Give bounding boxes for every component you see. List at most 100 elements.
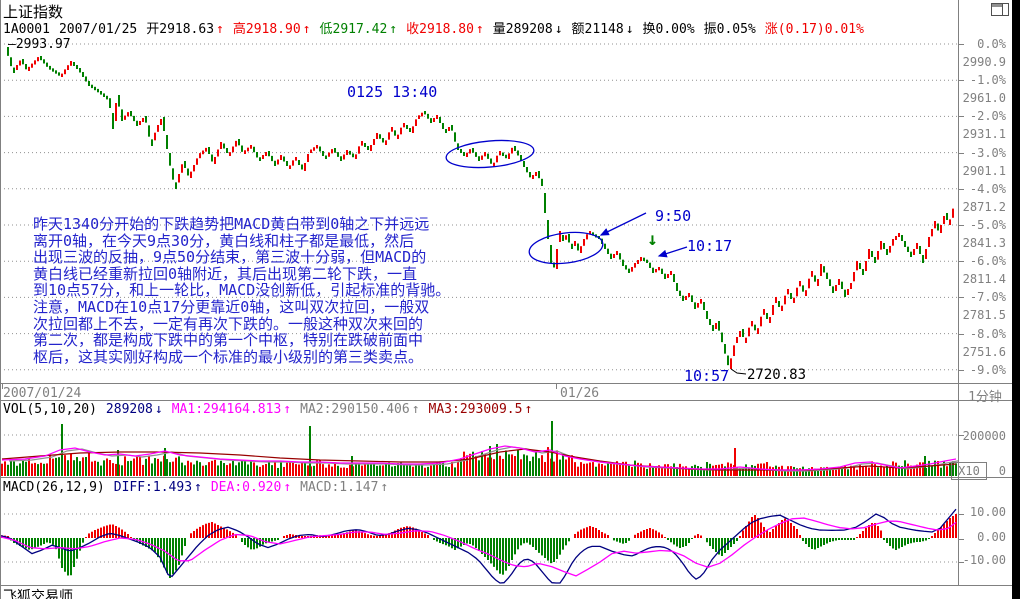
quote-field: ↑ bbox=[302, 22, 311, 37]
macd-label-field: ↑ bbox=[380, 480, 389, 495]
axis-tick bbox=[958, 297, 964, 299]
axis-label: 2931.1 bbox=[962, 127, 1006, 142]
axis-label: -5.0% bbox=[969, 218, 1006, 232]
arrow-to-950-peak bbox=[599, 212, 647, 236]
period-label[interactable]: 1分钟 bbox=[968, 390, 1002, 405]
axis-tick bbox=[958, 435, 964, 436]
macd-label-field: ↑ bbox=[194, 480, 202, 495]
axis-label: 2811.4 bbox=[962, 272, 1006, 287]
quote-field: 换0.00% bbox=[642, 22, 695, 37]
axis-label: -7.0% bbox=[969, 290, 1006, 305]
macd-indicator-label: MACD(26,12,9) DIFF:1.493 ↑ DEA:0.920 ↑ MACD:1… bbox=[3, 480, 397, 495]
macd-label-field: DEA:0.920 bbox=[210, 480, 282, 495]
volume-label-field: VOL(5,10,20) bbox=[3, 402, 97, 417]
chart-canvas[interactable] bbox=[0, 0, 958, 585]
volume-label-field: MA3:293009.5 bbox=[428, 402, 523, 417]
volume-pane-bottom-border bbox=[0, 477, 1012, 478]
macd-label-field: MACD:1.147 bbox=[300, 480, 379, 495]
start-price-label: —2993.97 bbox=[8, 37, 71, 52]
axis-tick bbox=[958, 333, 964, 335]
volume-axis-top-label: 200000 bbox=[962, 429, 1006, 443]
axis-tick bbox=[958, 188, 964, 190]
window-right-edge[interactable] bbox=[1012, 0, 1020, 599]
axis-tick bbox=[958, 116, 964, 118]
macd-plot bbox=[0, 508, 957, 584]
axis-label: -2.0% bbox=[969, 109, 1006, 124]
volume-label-field: ↓ bbox=[154, 402, 163, 417]
axis-label: -6.0% bbox=[969, 254, 1006, 269]
quote-field: ↑ bbox=[475, 22, 484, 37]
volume-label-field: MA2:290150.406 bbox=[300, 402, 410, 417]
highlight-ellipse-2 bbox=[528, 231, 604, 265]
quote-field: 高2918.90 bbox=[232, 22, 301, 37]
axis-tick bbox=[958, 261, 964, 263]
date-row-bottom-border bbox=[0, 400, 1012, 401]
analysis-note: 昨天1340分开始的下跌趋势把MACD黄白带到0轴之下并远远 离开0轴，在今天9… bbox=[33, 215, 451, 366]
axis-tick bbox=[958, 44, 964, 45]
quote-field: 涨(0.17)0.01% bbox=[764, 22, 864, 37]
volume-ma-lines bbox=[1, 445, 958, 472]
session-low-price-label: 2720.83 bbox=[747, 367, 807, 383]
quote-field: 2007/01/25 bbox=[58, 22, 138, 37]
quote-field: ↑ bbox=[389, 22, 398, 37]
axis-tick bbox=[958, 369, 964, 371]
axis-label: -4.0% bbox=[969, 181, 1006, 196]
axis-label: 2961.0 bbox=[962, 91, 1006, 106]
axis-label: -10.00 bbox=[962, 553, 1006, 567]
price-candles bbox=[7, 47, 954, 369]
axis-label: 2841.3 bbox=[962, 236, 1006, 250]
time-1057-label: 10:57 bbox=[684, 367, 730, 385]
axis-label: 0.00 bbox=[977, 530, 1006, 544]
status-bar-app-name: 飞狐交易师 bbox=[3, 589, 73, 599]
axis-label: -8.0% bbox=[969, 326, 1006, 341]
quote-field: 额21148 bbox=[571, 22, 624, 37]
axis-tick bbox=[958, 514, 964, 515]
volume-label-field: 289208 bbox=[105, 402, 153, 417]
date-label-left: 2007/01/24 bbox=[3, 386, 82, 401]
quote-field: 低2917.42 bbox=[319, 22, 388, 37]
arrow-to-1017-peak bbox=[657, 246, 688, 258]
window-split-icon[interactable] bbox=[991, 3, 1009, 16]
axis-label: -9.0% bbox=[969, 362, 1006, 377]
macd-label-field: MACD(26,12,9) bbox=[3, 480, 105, 495]
volume-label-field: ↑ bbox=[524, 402, 533, 417]
axis-tick bbox=[958, 225, 964, 226]
date-label-0126: 01/26 bbox=[560, 386, 600, 401]
green-down-arrow-icon: ↓ bbox=[647, 229, 658, 250]
chart-annotations bbox=[445, 139, 747, 375]
window-left-border bbox=[0, 0, 1, 599]
volume-indicator-label: VOL(5,10,20) 289208 ↓ MA1:294164.813 ↑ MA2:29… bbox=[3, 402, 541, 417]
main-chart-bottom-border bbox=[0, 383, 1012, 384]
highlight-ellipse-1 bbox=[445, 139, 535, 169]
axis-label: -3.0% bbox=[969, 145, 1006, 160]
macd-label-field: DIFF:1.493 bbox=[113, 480, 193, 495]
volume-label-field: MA1:294164.813 bbox=[171, 402, 282, 417]
axis-label: 0.0% bbox=[977, 37, 1006, 51]
axis-tick bbox=[958, 80, 964, 82]
quote-field: ↓ bbox=[625, 22, 634, 37]
axis-label: -1.0% bbox=[969, 73, 1006, 88]
quote-bar: 1A0001 2007/01/25 开2918.63 ↑ 高2918.90 ↑ 低2917.… bbox=[3, 18, 873, 37]
axis-tick bbox=[958, 152, 964, 154]
axis-label: 2781.5 bbox=[962, 308, 1006, 323]
axis-label: 2751.6 bbox=[962, 344, 1006, 359]
volume-multiplier-badge[interactable]: X10 bbox=[951, 462, 987, 480]
quote-field: ↓ bbox=[554, 22, 563, 37]
date-tick-0126 bbox=[556, 384, 557, 389]
time-950-label: 9:50 bbox=[655, 207, 692, 225]
volume-label-field: ↑ bbox=[283, 402, 292, 417]
axis-tick bbox=[958, 562, 964, 563]
quote-field: 收2918.80 bbox=[406, 22, 474, 37]
axis-label: 2990.9 bbox=[962, 55, 1006, 69]
axis-label: 10.00 bbox=[969, 505, 1006, 519]
quote-field: 振0.05% bbox=[703, 22, 756, 37]
axis-tick bbox=[958, 539, 964, 540]
status-bar-divider bbox=[0, 585, 1012, 586]
quote-field: 开2918.63 bbox=[146, 22, 215, 37]
axis-label: 2871.2 bbox=[962, 199, 1006, 214]
axis-label: 2901.1 bbox=[962, 163, 1006, 178]
quote-field: 量289208 bbox=[492, 22, 553, 37]
volume-bars bbox=[1, 421, 957, 476]
quote-field: 1A0001 bbox=[3, 22, 50, 37]
